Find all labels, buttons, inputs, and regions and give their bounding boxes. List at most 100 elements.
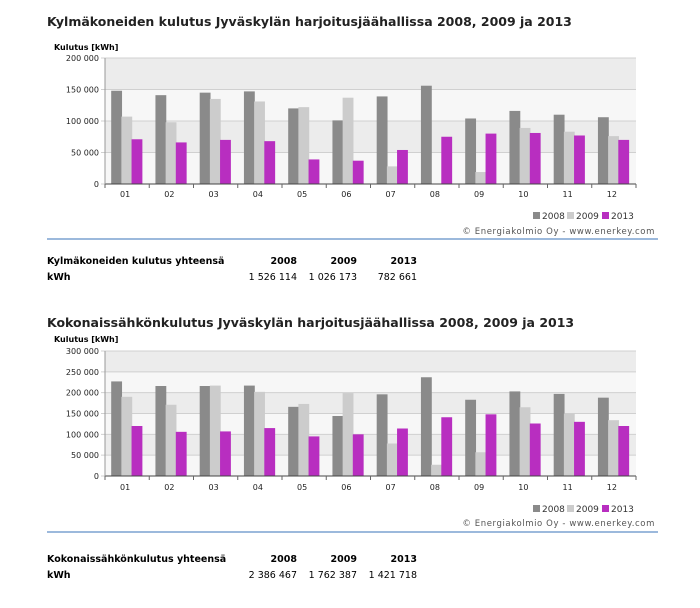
bar-2008-01 xyxy=(111,90,123,184)
plot-band xyxy=(105,455,636,476)
totals-table: Kokonaissähkönkulutus yhteensä 2008 2009… xyxy=(47,551,467,583)
bar-2008-12 xyxy=(597,117,609,184)
bar-2009-09 xyxy=(475,172,487,184)
totals-value-2009: 1 026 173 xyxy=(308,271,357,283)
totals-year-2013: 2013 xyxy=(390,255,417,267)
bar-2013-01 xyxy=(131,139,143,184)
legend-swatch-2008 xyxy=(533,212,540,219)
totals-label: Kokonaissähkönkulutus yhteensä xyxy=(47,553,227,565)
bar-2009-11 xyxy=(563,131,575,184)
x-tick-label: 06 xyxy=(341,190,351,199)
bar-2013-11 xyxy=(574,421,585,476)
bar-2008-08 xyxy=(420,377,432,476)
bar-2008-12 xyxy=(597,397,609,476)
bar-2009-12 xyxy=(608,136,619,184)
x-tick-label: 01 xyxy=(120,190,130,199)
bar-2013-05 xyxy=(308,159,320,184)
credit-text: © Energiakolmio Oy - www.enerkey.com xyxy=(462,519,655,529)
bar-2008-10 xyxy=(509,391,521,476)
bar-2013-04 xyxy=(264,428,276,476)
bar-2008-02 xyxy=(155,95,167,184)
bar-2008-04 xyxy=(243,91,255,184)
plot-band xyxy=(105,58,636,90)
legend-swatch-2008 xyxy=(533,505,540,512)
bar-2009-06 xyxy=(342,97,354,184)
totals-value-2009: 1 762 387 xyxy=(308,569,357,581)
x-tick-label: 01 xyxy=(120,483,130,492)
bar-2008-11 xyxy=(553,393,565,476)
y-tick-label: 250 000 xyxy=(66,368,99,377)
legend-swatch-2009 xyxy=(567,505,574,512)
bar-2013-07 xyxy=(397,149,408,184)
bar-2009-03 xyxy=(209,385,221,476)
chart-title: Kokonaissähkönkulutus Jyväskylän harjoit… xyxy=(47,315,575,330)
totals-year-2008: 2008 xyxy=(270,255,297,267)
x-tick-label: 11 xyxy=(563,483,573,492)
totals-table: Kylmäkoneiden kulutus yhteensä 2008 2009… xyxy=(47,253,467,285)
totals-unit: kWh xyxy=(47,569,71,581)
y-axis-label: Kulutus [kWh] xyxy=(54,335,118,344)
credit-text: © Energiakolmio Oy - www.enerkey.com xyxy=(462,227,655,237)
bar-2009-07 xyxy=(386,443,398,476)
plot-band xyxy=(105,413,636,435)
bar-2009-02 xyxy=(165,122,177,184)
bar-2008-03 xyxy=(199,92,211,184)
bar-2013-03 xyxy=(220,431,231,476)
y-tick-label: 0 xyxy=(94,180,99,189)
chart-section-cooling: Kylmäkoneiden kulutus Jyväskylän harjoit… xyxy=(0,0,700,300)
legend-label-2013: 2013 xyxy=(611,505,634,515)
x-tick-label: 08 xyxy=(430,483,440,492)
x-tick-label: 11 xyxy=(563,190,573,199)
bar-2009-08 xyxy=(431,464,442,476)
bar-2009-01 xyxy=(121,116,133,184)
bar-2009-09 xyxy=(475,452,487,476)
totals-value-2008: 1 526 114 xyxy=(248,271,297,283)
legend-label-2008: 2008 xyxy=(542,212,565,222)
plot-band xyxy=(105,392,636,414)
chart-section-total: Kokonaissähkönkulutus Jyväskylän harjoit… xyxy=(0,300,700,608)
bar-2009-07 xyxy=(386,166,398,184)
plot-band xyxy=(105,434,636,456)
totals-unit: kWh xyxy=(47,271,71,283)
legend-label-2013: 2013 xyxy=(611,212,634,222)
bar-2009-12 xyxy=(608,420,619,476)
bar-2008-01 xyxy=(111,381,123,476)
legend-label-2009: 2009 xyxy=(576,505,599,515)
bar-2013-09 xyxy=(485,414,497,476)
totals-value-2013: 782 661 xyxy=(377,271,417,283)
bar-2013-10 xyxy=(529,423,541,476)
legend-label-2008: 2008 xyxy=(542,505,565,515)
x-tick-label: 02 xyxy=(164,483,174,492)
bar-2013-05 xyxy=(308,436,320,476)
bar-2013-06 xyxy=(352,160,364,184)
bar-2009-10 xyxy=(519,407,531,476)
x-tick-label: 07 xyxy=(386,483,396,492)
x-tick-label: 09 xyxy=(474,190,484,199)
bar-2008-11 xyxy=(553,114,565,184)
legend-swatch-2009 xyxy=(567,212,574,219)
bar-2009-04 xyxy=(254,101,265,184)
bar-2013-02 xyxy=(175,431,187,476)
legend-label-2009: 2009 xyxy=(576,212,599,222)
bar-2009-05 xyxy=(298,403,310,476)
bar-2013-06 xyxy=(352,434,364,476)
totals-year-2013: 2013 xyxy=(390,553,417,565)
plot-band xyxy=(105,152,636,184)
bar-2013-04 xyxy=(264,141,276,184)
x-tick-label: 03 xyxy=(209,190,219,199)
plot-band xyxy=(105,371,636,393)
bar-2008-04 xyxy=(243,385,255,476)
bar-2008-10 xyxy=(509,110,521,184)
x-tick-label: 06 xyxy=(341,483,351,492)
legend-swatch-2013 xyxy=(602,505,609,512)
bar-2013-12 xyxy=(618,426,630,476)
bar-2013-08 xyxy=(441,136,453,184)
totals-value-2013: 1 421 718 xyxy=(368,569,417,581)
bar-2013-11 xyxy=(574,135,585,184)
totals-year-2009: 2009 xyxy=(330,255,357,267)
bar-2013-08 xyxy=(441,417,453,476)
totals-year-2008: 2008 xyxy=(270,553,297,565)
bar-2013-10 xyxy=(529,132,541,184)
bar-2009-10 xyxy=(519,127,531,184)
bar-2008-05 xyxy=(288,108,300,184)
